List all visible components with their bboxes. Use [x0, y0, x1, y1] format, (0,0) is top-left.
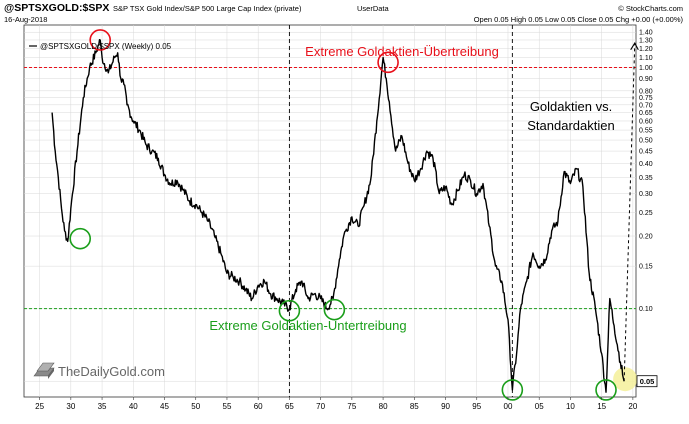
x-tick-label: 45 — [160, 402, 169, 411]
x-tick-label: 80 — [379, 402, 388, 411]
y-tick-label: 0.75 — [639, 95, 653, 102]
y-tick-label: 0.45 — [639, 149, 653, 156]
data-source: UserData — [357, 4, 390, 13]
y-tick-label: 0.50 — [639, 138, 653, 145]
y-tick-label: 0.20 — [639, 234, 653, 241]
x-tick-label: 85 — [410, 402, 419, 411]
bottom-annotation: Extreme Goldaktien-Untertreibung — [209, 318, 406, 333]
x-axis: 25 30 35 40 45 50 55 60 65 70 75 80 85 90 95 00 05 10 15 20 — [35, 397, 638, 411]
overvalued-circle — [89, 29, 111, 51]
y-tick-label: 1.20 — [639, 46, 653, 53]
last-value-label: 0.05 — [640, 377, 655, 386]
y-tick-label: 1.40 — [639, 30, 653, 37]
y-tick-label: 0.90 — [639, 76, 653, 83]
y-tick-label: 0.10 — [639, 306, 653, 313]
side-annotation-line1: Goldaktien vs. — [530, 99, 612, 114]
circle-layer — [69, 29, 617, 401]
x-tick-label: 55 — [223, 402, 232, 411]
x-tick-label: 20 — [628, 402, 637, 411]
quote-line: Open 0.05 High 0.05 Low 0.05 Close 0.05 … — [474, 15, 684, 24]
x-tick-label: 05 — [535, 402, 544, 411]
reference-layer — [24, 25, 636, 397]
x-tick-label: 30 — [66, 402, 75, 411]
x-tick-label: 95 — [472, 402, 481, 411]
y-tick-label: 0.70 — [639, 102, 653, 109]
current-value-highlight — [613, 367, 638, 392]
grid-layer — [24, 25, 636, 397]
legend-label: @SPTSXGOLD:$SPX (Weekly) 0.05 — [40, 42, 172, 51]
x-tick-label: 90 — [441, 402, 450, 411]
y-tick-label: 0.60 — [639, 118, 653, 125]
x-tick-label: 75 — [347, 402, 356, 411]
plot-border — [23, 24, 637, 398]
y-tick-label: 0.40 — [639, 161, 653, 168]
top-annotation: Extreme Goldaktien-Übertreibung — [305, 44, 499, 59]
last-value-box — [636, 375, 658, 388]
highlight-layer — [613, 367, 638, 392]
series-line — [51, 39, 625, 393]
symbol-description: S&P TSX Gold Index/S&P 500 Large Cap Ind… — [113, 4, 302, 13]
undervalued-circle — [278, 299, 301, 322]
y-tick-label: 0.55 — [639, 128, 653, 135]
x-tick-label: 10 — [566, 402, 575, 411]
gold-bars-icon — [33, 362, 55, 379]
undervalued-circle — [595, 379, 617, 401]
y-tick-label: 1.10 — [639, 55, 653, 62]
x-tick-label: 15 — [597, 402, 606, 411]
undervalued-circle — [501, 379, 524, 401]
x-tick-label: 25 — [35, 402, 44, 411]
side-annotation-line2: Standardaktien — [527, 118, 614, 133]
x-tick-label: 40 — [129, 402, 138, 411]
overvalued-circle — [377, 51, 399, 74]
x-tick-label: 35 — [98, 402, 107, 411]
projection-arrow — [623, 44, 635, 382]
thedailygold-logo: TheDailyGold.com — [33, 362, 165, 379]
brand-label: © StockCharts.com — [618, 4, 683, 13]
y-tick-label: 0.15 — [639, 264, 653, 271]
undervalued-circle — [69, 227, 92, 250]
x-tick-label: 70 — [316, 402, 325, 411]
y-axis: 1.401.30 1.20 1.10 1.00 0.90 0.800.750.700.65… — [639, 30, 653, 386]
logo-text: TheDailyGold.com — [58, 364, 165, 379]
y-tick-label: 1.30 — [639, 37, 653, 44]
x-tick-label: 65 — [285, 402, 294, 411]
y-tick-label: 0.30 — [639, 191, 653, 198]
x-tick-label: 60 — [254, 402, 263, 411]
x-tick-label: 00 — [504, 402, 513, 411]
undervalued-circle — [323, 298, 346, 321]
y-tick-label: 0.35 — [639, 175, 653, 182]
x-tick-label: 50 — [191, 402, 200, 411]
y-tick-label: 0.65 — [639, 110, 653, 117]
y-tick-label: 0.25 — [639, 210, 653, 217]
symbol-title: @SPTSXGOLD:$SPX — [4, 2, 109, 14]
y-tick-label: 1.00 — [639, 65, 653, 72]
y-tick-label: 0.80 — [639, 88, 653, 95]
chart-date: 16-Aug-2018 — [4, 15, 47, 24]
